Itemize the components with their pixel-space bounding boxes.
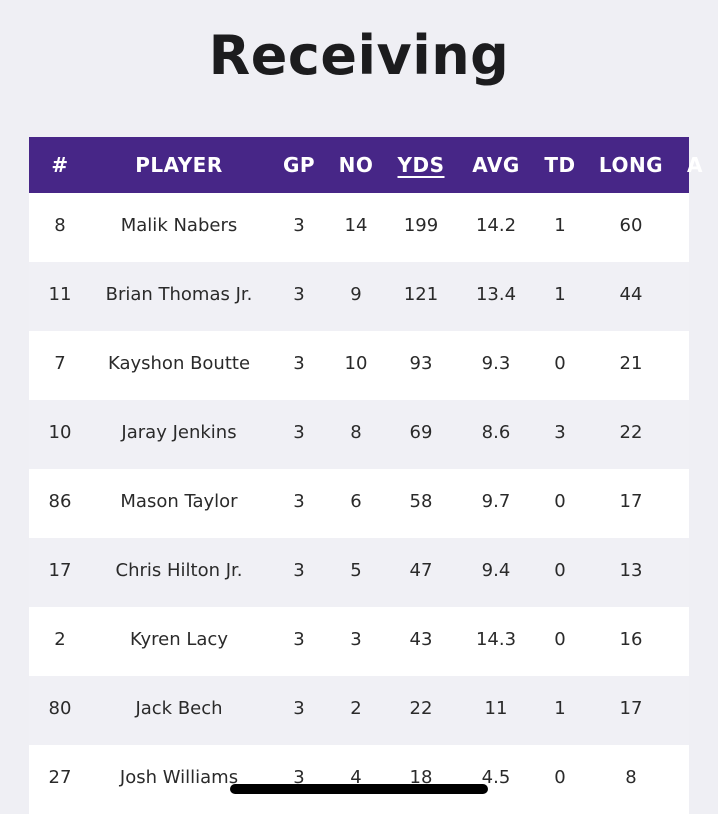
cell-gp: 3 [293,215,305,236]
cell-no: 5 [350,560,362,581]
cell-yds: 93 [409,353,433,374]
cell-yds: 199 [403,215,439,236]
cell-gp: 3 [293,284,305,305]
cell-gp: 3 [293,698,305,719]
cell-long: 60 [619,215,643,236]
table-row[interactable]: 17 Chris Hilton Jr. 3 5 47 9.4 0 13 [29,538,689,607]
cell-number: 27 [48,767,72,788]
cell-td: 0 [554,560,566,581]
cell-number: 2 [54,629,66,650]
cell-avg: 9.3 [481,353,511,374]
cell-yds: 18 [409,767,433,788]
cell-number: 7 [54,353,66,374]
column-header-player[interactable]: PLAYER [135,153,223,177]
table-row[interactable]: 80 Jack Bech 3 2 22 11 1 17 [29,676,689,745]
cell-long: 44 [619,284,643,305]
cell-td: 0 [554,767,566,788]
cell-gp: 3 [293,353,305,374]
cell-number: 17 [48,560,72,581]
cell-long: 17 [619,491,643,512]
cell-td: 1 [554,215,566,236]
page-title: Receiving [208,24,510,87]
cell-avg: 11 [484,698,508,719]
cell-no: 8 [350,422,362,443]
cell-td: 1 [554,284,566,305]
table-row[interactable]: 10 Jaray Jenkins 3 8 69 8.6 3 22 [29,400,689,469]
column-header-long[interactable]: LONG [598,153,664,177]
cell-td: 1 [554,698,566,719]
cell-long: 17 [619,698,643,719]
table-row[interactable]: 8 Malik Nabers 3 14 199 14.2 1 60 [29,193,689,262]
cell-gp: 3 [293,422,305,443]
cell-number: 11 [48,284,72,305]
cell-yds: 69 [409,422,433,443]
cell-gp: 3 [293,629,305,650]
cell-no: 4 [350,767,362,788]
cell-no: 6 [350,491,362,512]
cell-yds: 22 [409,698,433,719]
cell-td: 0 [554,491,566,512]
table-row[interactable]: 2 Kyren Lacy 3 3 43 14.3 0 16 [29,607,689,676]
cell-no: 10 [344,353,368,374]
cell-td: 0 [554,629,566,650]
cell-td: 0 [554,353,566,374]
column-header-number[interactable]: # [51,153,69,177]
column-header-yds-sorted[interactable]: YDS [397,153,445,177]
table-header: # PLAYER GP NO YDS AVG TD LONG A [29,137,702,193]
table-row[interactable]: 27 Josh Williams 3 4 18 4.5 0 8 [29,745,689,814]
cell-player[interactable]: Chris Hilton Jr. [115,560,243,581]
table-row[interactable]: 7 Kayshon Boutte 3 10 93 9.3 0 21 [29,331,689,400]
column-header-avg[interactable]: AVG [472,153,520,177]
cell-number: 8 [54,215,66,236]
cell-yds: 58 [409,491,433,512]
cell-yds: 43 [409,629,433,650]
cell-long: 22 [619,422,643,443]
cell-player[interactable]: Josh Williams [119,767,239,788]
cell-long: 21 [619,353,643,374]
cell-avg: 9.7 [481,491,511,512]
cell-no: 2 [350,698,362,719]
cell-gp: 3 [293,560,305,581]
column-header-no[interactable]: NO [338,153,374,177]
cell-player[interactable]: Kyren Lacy [130,629,228,650]
cell-number: 10 [48,422,72,443]
table-body: 8 Malik Nabers 3 14 199 14.2 1 60 11 Brian Thomas… [29,193,689,814]
cell-player[interactable]: Jaray Jenkins [121,422,237,443]
cell-gp: 3 [293,767,305,788]
column-header-td[interactable]: TD [544,153,576,177]
cell-no: 3 [350,629,362,650]
cell-player[interactable]: Brian Thomas Jr. [105,284,253,305]
cell-avg: 14.3 [475,629,517,650]
column-header-overflow[interactable]: A [687,153,703,177]
cell-long: 16 [619,629,643,650]
cell-avg: 4.5 [481,767,511,788]
cell-long: 8 [625,767,637,788]
cell-player[interactable]: Malik Nabers [120,215,238,236]
cell-gp: 3 [293,491,305,512]
cell-avg: 9.4 [481,560,511,581]
cell-avg: 14.2 [475,215,517,236]
table-row[interactable]: 11 Brian Thomas Jr. 3 9 121 13.4 1 44 [29,262,689,331]
home-indicator [230,784,488,794]
cell-number: 86 [48,491,72,512]
cell-long: 13 [619,560,643,581]
cell-player[interactable]: Mason Taylor [120,491,238,512]
cell-td: 3 [554,422,566,443]
cell-yds: 47 [409,560,433,581]
cell-player[interactable]: Kayshon Boutte [107,353,251,374]
cell-avg: 8.6 [481,422,511,443]
cell-no: 9 [350,284,362,305]
column-header-gp[interactable]: GP [282,153,316,177]
cell-no: 14 [344,215,368,236]
cell-player[interactable]: Jack Bech [135,698,223,719]
cell-yds: 121 [403,284,439,305]
cell-number: 80 [48,698,72,719]
receiving-stats-table: # PLAYER GP NO YDS AVG TD LONG A 8 Malik … [29,137,702,814]
cell-avg: 13.4 [475,284,517,305]
table-row[interactable]: 86 Mason Taylor 3 6 58 9.7 0 17 [29,469,689,538]
